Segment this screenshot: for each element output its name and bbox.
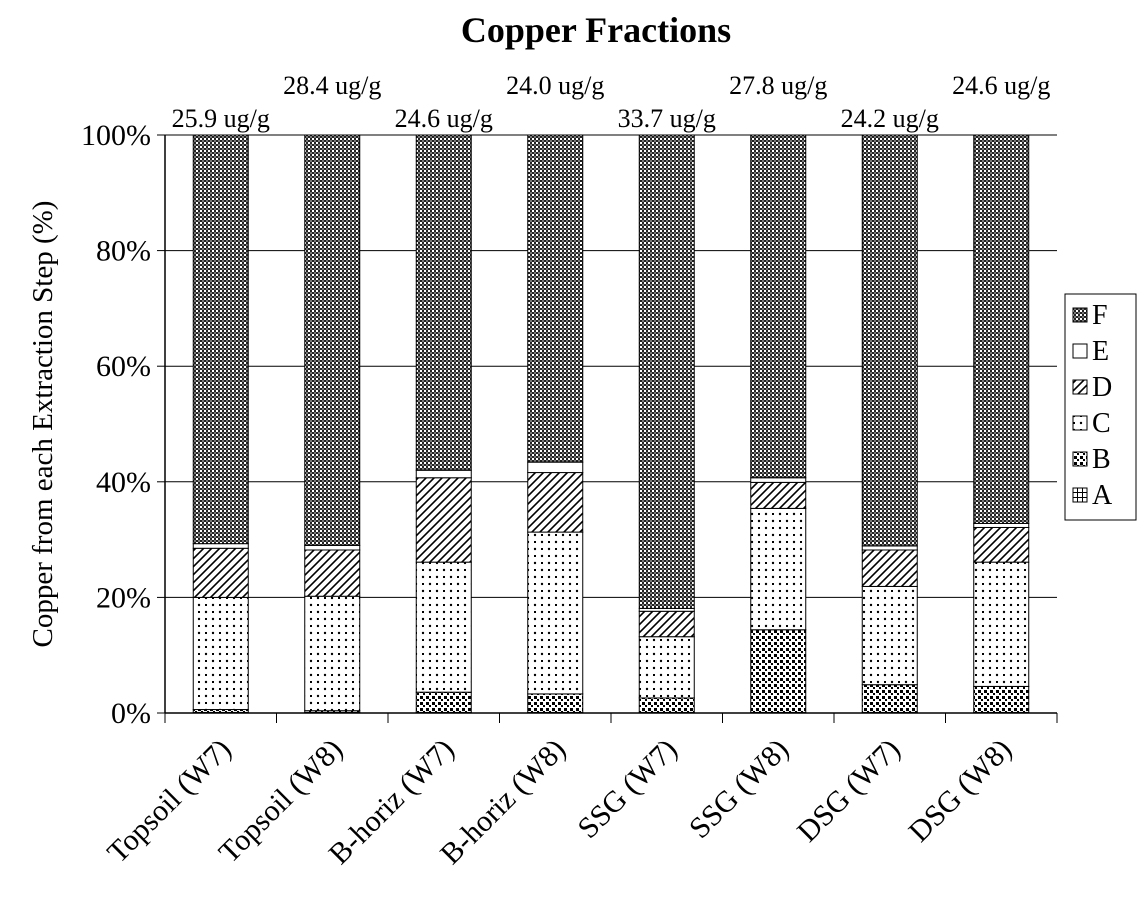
bar-segment-b <box>638 697 695 713</box>
bar-segment-d <box>638 610 695 638</box>
bar-stack <box>304 134 361 714</box>
legend-label: C <box>1092 408 1111 439</box>
bars <box>192 134 1030 714</box>
bar-segment-c <box>861 585 918 686</box>
bar-segment-b <box>527 693 584 713</box>
bar-segment-d <box>527 472 584 533</box>
legend-item: C <box>1072 408 1111 439</box>
bar-segment-b <box>973 685 1030 713</box>
x-tick-label: DSG (W7) <box>791 733 907 849</box>
total-labels: 25.9 ug/g 28.4 ug/g 24.6 ug/g 24.0 ug/g 33.7… <box>172 71 1051 133</box>
total-label: 24.2 ug/g <box>841 104 939 133</box>
x-tick-label: SSG (W7) <box>571 733 683 845</box>
y-tick-label: 60% <box>96 350 151 383</box>
legend-label: E <box>1092 336 1109 367</box>
bar-segment-f <box>750 134 807 479</box>
plot-area <box>165 135 1057 713</box>
bar-segment-c <box>192 596 249 711</box>
bar-segment-e <box>415 469 472 479</box>
total-label: 24.0 ug/g <box>506 71 604 100</box>
bar-segment-c <box>415 561 472 693</box>
bar-segment-c <box>973 561 1030 687</box>
bar-segment-c <box>527 531 584 695</box>
bar-stack <box>415 134 472 714</box>
y-tick-label: 20% <box>96 581 151 614</box>
y-tick-label: 0% <box>111 697 151 730</box>
legend-item: A <box>1072 480 1113 511</box>
legend-swatch <box>1072 343 1088 359</box>
bar-segment-c <box>638 636 695 699</box>
bar-segment-d <box>415 477 472 563</box>
legend-swatch <box>1072 307 1088 323</box>
legend-label: F <box>1092 300 1108 331</box>
bar-segment-d <box>861 549 918 587</box>
y-tick-label: 80% <box>96 235 151 268</box>
legend-item: F <box>1072 300 1108 331</box>
bar-stack <box>527 134 584 714</box>
axes <box>164 135 1058 723</box>
total-label: 24.6 ug/g <box>952 71 1050 100</box>
bar-stack <box>192 134 249 714</box>
bar-segment-d <box>304 549 361 597</box>
bar-stack <box>638 134 695 714</box>
total-label: 24.6 ug/g <box>395 104 493 133</box>
legend-swatch <box>1072 451 1088 467</box>
legend-label: B <box>1092 444 1111 475</box>
bar-segment-f <box>861 134 918 547</box>
y-axis-label: Copper from each Extraction Step (%) <box>27 201 59 648</box>
y-axis-ticks: 0% 20% 40% 60% 80% 100% <box>81 119 165 730</box>
bar-segment-e <box>527 461 584 474</box>
total-label: 33.7 ug/g <box>618 104 716 133</box>
y-tick-label: 100% <box>81 119 151 152</box>
legend-item: B <box>1072 444 1111 475</box>
bar-segment-e <box>750 477 807 483</box>
legend-swatch <box>1072 487 1088 503</box>
bar-segment-e <box>192 543 249 549</box>
bar-stack <box>861 134 918 714</box>
bar-stack <box>750 134 807 714</box>
x-tick-label: SSG (W8) <box>683 733 795 845</box>
bar-segment-f <box>415 134 472 471</box>
total-label: 25.9 ug/g <box>172 104 270 133</box>
bar-segment-c <box>304 595 361 712</box>
chart-title: Copper Fractions <box>461 10 731 50</box>
y-tick-label: 40% <box>96 466 151 499</box>
legend-item: D <box>1072 372 1112 403</box>
bar-segment-f <box>638 134 695 609</box>
bar-segment-b <box>750 629 807 713</box>
bar-segment-b <box>415 691 472 713</box>
total-label: 28.4 ug/g <box>283 71 381 100</box>
bar-segment-e <box>861 545 918 551</box>
legend-swatch <box>1072 379 1088 395</box>
bar-segment-e <box>973 522 1030 528</box>
legend-item: E <box>1072 336 1109 367</box>
bar-segment-d <box>750 481 807 509</box>
bar-segment-f <box>527 134 584 463</box>
x-axis-labels: Topsoil (W7)Topsoil (W8)B-horiz (W7)B-ho… <box>101 733 1018 871</box>
bar-segment-d <box>973 526 1030 563</box>
bar-segment-f <box>973 134 1030 524</box>
bar-segment-c <box>750 507 807 631</box>
legend-label: A <box>1092 480 1113 511</box>
bar-stack <box>973 134 1030 714</box>
bar-segment-e <box>304 544 361 551</box>
total-label: 27.8 ug/g <box>729 71 827 100</box>
bar-segment-f <box>304 134 361 546</box>
legend-label: D <box>1092 372 1112 403</box>
legend-box <box>1064 293 1137 521</box>
bar-segment-f <box>192 134 249 545</box>
x-tick-label: DSG (W8) <box>902 733 1018 849</box>
legend-swatch <box>1072 415 1088 431</box>
bar-segment-b <box>861 684 918 713</box>
bar-segment-d <box>192 547 249 598</box>
gridlines <box>165 134 1057 714</box>
